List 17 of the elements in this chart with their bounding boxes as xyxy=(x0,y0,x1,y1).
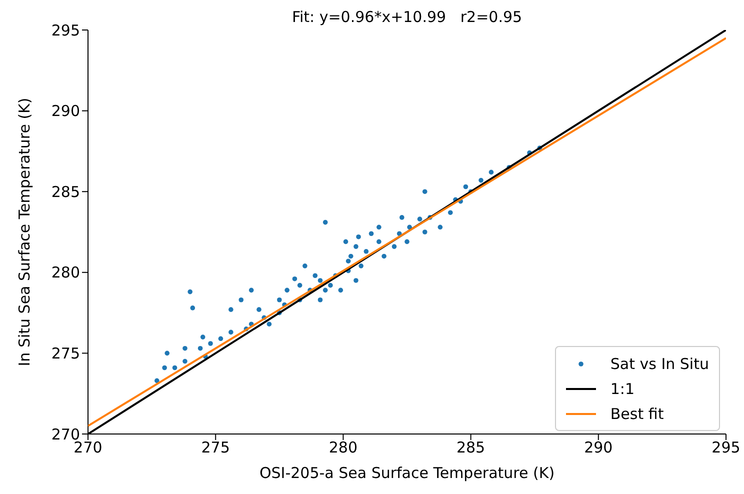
legend-label: Best fit xyxy=(610,404,664,422)
chart-title: Fit: y=0.96*x+10.99 r2=0.95 xyxy=(290,8,524,26)
x-tick-label: 280 xyxy=(328,438,358,457)
y-tick-label: 280 xyxy=(51,264,80,282)
x-tick-label: 290 xyxy=(584,438,613,457)
x-tick-label: 285 xyxy=(456,438,486,457)
x-tick-label: 275 xyxy=(201,438,230,457)
y-tick-label: 295 xyxy=(51,21,80,40)
x-axis-title: OSI-205-a Sea Surface Temperature (K) xyxy=(259,464,555,482)
x-tick-label: 295 xyxy=(712,438,740,457)
y-tick-label: 290 xyxy=(51,102,80,120)
y-tick-label: 275 xyxy=(51,344,80,363)
legend-label: 1:1 xyxy=(610,380,635,398)
legend-label: Sat vs In Situ xyxy=(610,354,709,372)
y-axis-title: In Situ Sea Surface Temperature (K) xyxy=(15,98,34,366)
y-tick-label: 285 xyxy=(51,182,80,201)
x-tick-label: 270 xyxy=(74,438,102,457)
